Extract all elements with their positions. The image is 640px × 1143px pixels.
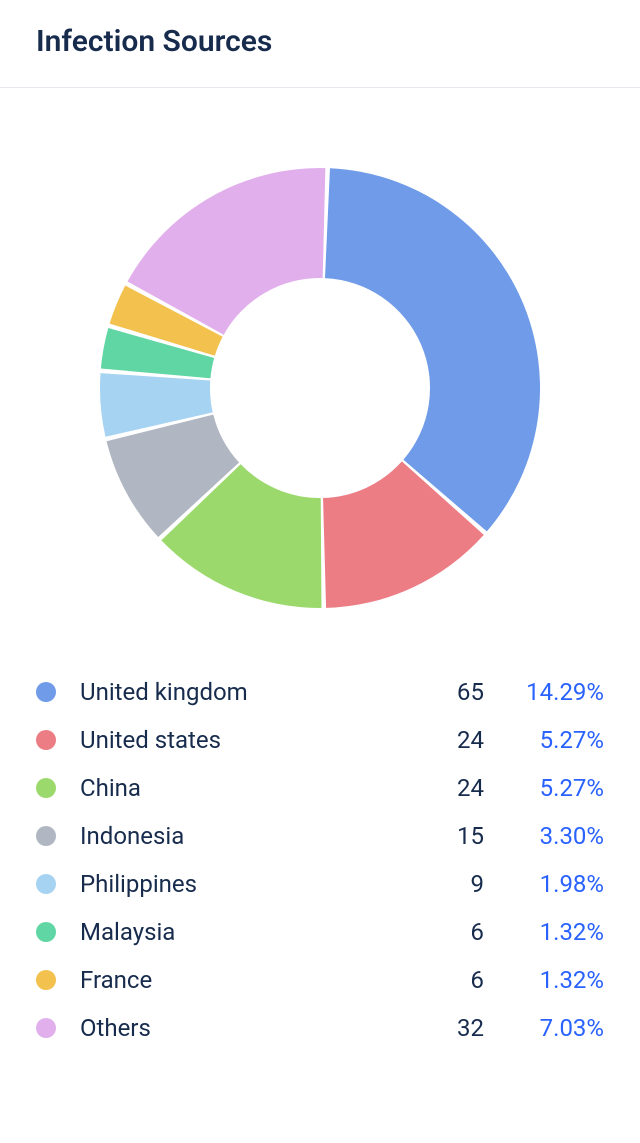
infection-sources-card: Infection Sources United kingdom6514.29%… xyxy=(0,0,640,1143)
legend-percent: 5.27% xyxy=(484,770,604,806)
legend-row: United states245.27% xyxy=(36,716,604,764)
legend-percent: 5.27% xyxy=(484,722,604,758)
legend-label: Philippines xyxy=(80,866,414,902)
legend-label: France xyxy=(80,962,414,998)
legend-percent: 1.32% xyxy=(484,962,604,998)
legend-label: United kingdom xyxy=(80,674,414,710)
legend-count: 32 xyxy=(414,1010,484,1046)
legend-label: Malaysia xyxy=(80,914,414,950)
legend-swatch xyxy=(36,970,56,990)
legend-row: Malaysia61.32% xyxy=(36,908,604,956)
legend-swatch xyxy=(36,1018,56,1038)
legend: United kingdom6514.29%United states245.2… xyxy=(0,668,640,1088)
legend-row: United kingdom6514.29% xyxy=(36,668,604,716)
legend-label: China xyxy=(80,770,414,806)
card-header: Infection Sources xyxy=(0,0,640,88)
legend-count: 6 xyxy=(414,962,484,998)
card-title: Infection Sources xyxy=(36,24,604,59)
legend-row: China245.27% xyxy=(36,764,604,812)
legend-swatch xyxy=(36,682,56,702)
donut-chart xyxy=(80,148,560,628)
legend-count: 24 xyxy=(414,722,484,758)
legend-swatch xyxy=(36,778,56,798)
legend-swatch xyxy=(36,826,56,846)
legend-percent: 1.32% xyxy=(484,914,604,950)
legend-row: France61.32% xyxy=(36,956,604,1004)
legend-percent: 14.29% xyxy=(484,674,604,710)
legend-count: 65 xyxy=(414,674,484,710)
legend-row: Philippines91.98% xyxy=(36,860,604,908)
legend-label: Indonesia xyxy=(80,818,414,854)
legend-percent: 7.03% xyxy=(484,1010,604,1046)
legend-count: 24 xyxy=(414,770,484,806)
legend-percent: 1.98% xyxy=(484,866,604,902)
legend-swatch xyxy=(36,730,56,750)
legend-count: 9 xyxy=(414,866,484,902)
donut-slice xyxy=(325,168,540,531)
legend-label: United states xyxy=(80,722,414,758)
legend-row: Indonesia153.30% xyxy=(36,812,604,860)
legend-label: Others xyxy=(80,1010,414,1046)
legend-row: Others327.03% xyxy=(36,1004,604,1052)
legend-count: 15 xyxy=(414,818,484,854)
chart-container xyxy=(0,88,640,668)
legend-swatch xyxy=(36,874,56,894)
legend-count: 6 xyxy=(414,914,484,950)
legend-swatch xyxy=(36,922,56,942)
legend-percent: 3.30% xyxy=(484,818,604,854)
